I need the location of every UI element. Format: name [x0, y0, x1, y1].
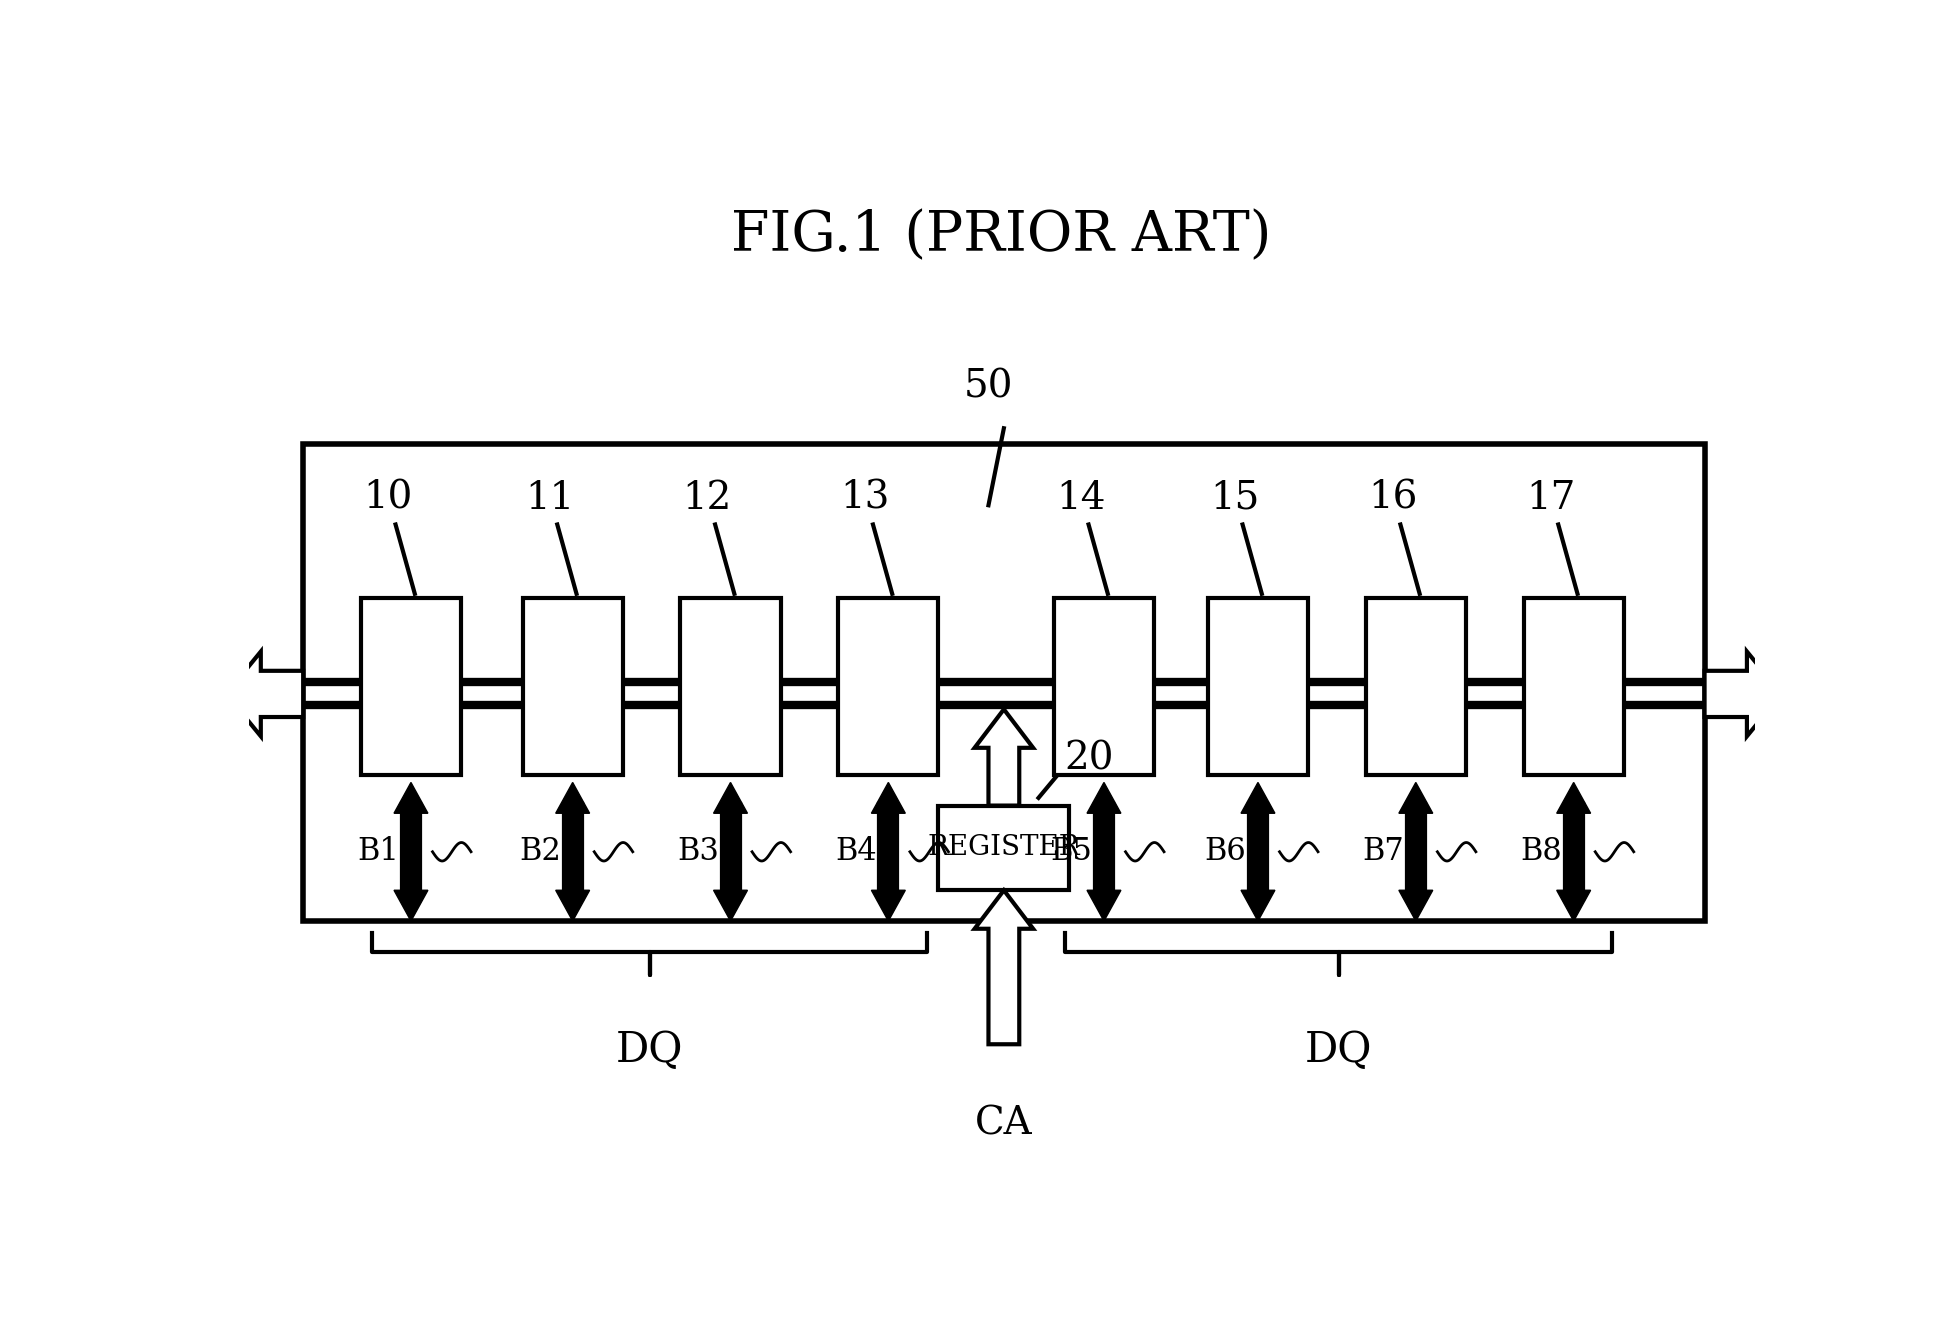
Polygon shape: [1556, 782, 1591, 814]
Text: 12: 12: [682, 480, 731, 517]
Bar: [938, 806, 1069, 890]
Polygon shape: [1087, 782, 1120, 814]
Polygon shape: [395, 782, 428, 814]
Text: B2: B2: [520, 836, 561, 868]
Text: 13: 13: [841, 480, 890, 517]
Text: DQ: DQ: [616, 1029, 684, 1070]
Polygon shape: [555, 782, 590, 814]
Text: 14: 14: [1056, 480, 1107, 517]
Polygon shape: [976, 709, 1032, 806]
Text: 20: 20: [1064, 741, 1114, 778]
Polygon shape: [395, 890, 428, 921]
Polygon shape: [714, 782, 747, 814]
Polygon shape: [872, 782, 905, 814]
Bar: [839, 598, 938, 775]
Text: REGISTER: REGISTER: [927, 835, 1081, 861]
Polygon shape: [1241, 890, 1275, 921]
Polygon shape: [1556, 890, 1591, 921]
Polygon shape: [976, 890, 1032, 1044]
Polygon shape: [1241, 782, 1275, 814]
Text: B1: B1: [358, 836, 399, 868]
Text: B7: B7: [1363, 836, 1404, 868]
Text: B3: B3: [676, 836, 719, 868]
Polygon shape: [872, 890, 905, 921]
Polygon shape: [1087, 890, 1120, 921]
Bar: [1523, 598, 1625, 775]
Bar: [362, 598, 461, 775]
Bar: [522, 598, 624, 775]
Polygon shape: [714, 890, 747, 921]
Text: 15: 15: [1210, 480, 1259, 517]
Bar: [680, 598, 780, 775]
Text: CA: CA: [976, 1106, 1032, 1143]
Text: 50: 50: [964, 368, 1013, 405]
Text: FIG.1 (PRIOR ART): FIG.1 (PRIOR ART): [731, 209, 1273, 263]
Polygon shape: [1400, 782, 1433, 814]
Bar: [1208, 598, 1308, 775]
Polygon shape: [1705, 651, 1781, 737]
Polygon shape: [227, 651, 303, 737]
Text: 16: 16: [1368, 480, 1417, 517]
Polygon shape: [1400, 890, 1433, 921]
Text: 11: 11: [526, 480, 575, 517]
Bar: [303, 443, 1705, 921]
Text: B4: B4: [835, 836, 876, 868]
Text: 10: 10: [364, 480, 413, 517]
Text: B8: B8: [1521, 836, 1562, 868]
Text: DQ: DQ: [1306, 1029, 1372, 1070]
Bar: [1367, 598, 1466, 775]
Text: B6: B6: [1204, 836, 1247, 868]
Text: 17: 17: [1525, 480, 1576, 517]
Polygon shape: [555, 890, 590, 921]
Bar: [1054, 598, 1153, 775]
Text: B5: B5: [1050, 836, 1093, 868]
